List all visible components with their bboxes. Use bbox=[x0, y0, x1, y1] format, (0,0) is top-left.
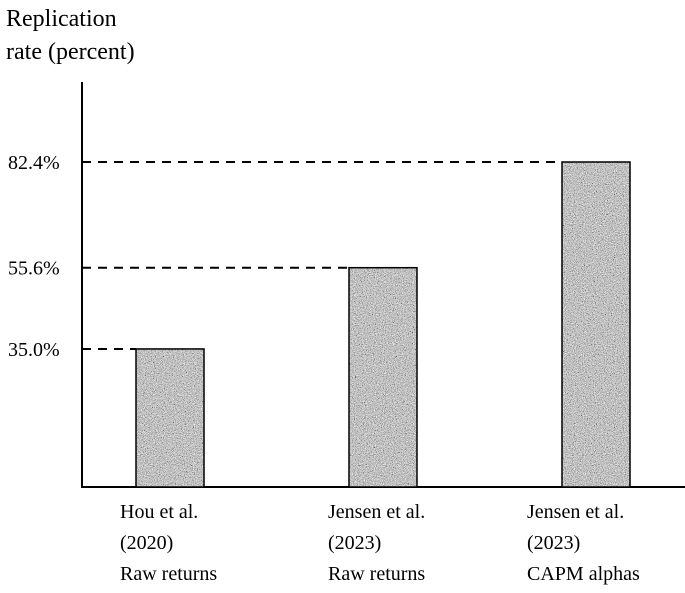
y-tick-label: 35.0% bbox=[8, 339, 60, 361]
y-axis-title-line-1: Replication bbox=[6, 6, 117, 32]
bar-marks: 35.0% Hou et al. (2020) Raw returns 55.6% Jen… bbox=[8, 152, 640, 585]
x-category-label: Raw returns bbox=[120, 563, 217, 585]
y-axis-title-line-2: rate (percent) bbox=[6, 39, 135, 65]
y-axis-title: Replication rate (percent) bbox=[6, 6, 135, 65]
bar-texture bbox=[136, 348, 204, 487]
x-category-label: Raw returns bbox=[328, 563, 425, 585]
bar-texture bbox=[349, 267, 417, 487]
y-tick-label: 82.4% bbox=[8, 152, 60, 174]
x-category-label: Hou et al. bbox=[120, 501, 198, 523]
bar-outline bbox=[561, 161, 631, 488]
bar-texture bbox=[562, 162, 630, 487]
x-category-label: Jensen et al. bbox=[328, 501, 425, 523]
x-category-label: Jensen et al. bbox=[527, 501, 624, 523]
x-category-label: (2023) bbox=[328, 532, 381, 554]
bar-outline bbox=[348, 266, 418, 488]
x-category-label: (2020) bbox=[120, 532, 173, 554]
bar-outline bbox=[135, 348, 205, 488]
y-tick-label: 55.6% bbox=[8, 258, 60, 280]
x-category-label: (2023) bbox=[527, 532, 580, 554]
x-category-label: CAPM alphas bbox=[527, 563, 640, 585]
